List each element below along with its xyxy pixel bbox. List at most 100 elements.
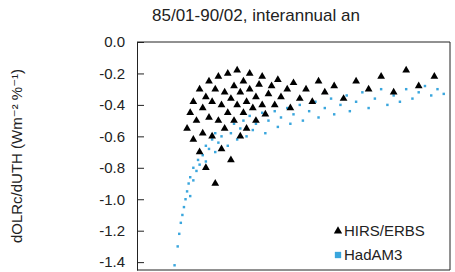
series-points xyxy=(183,66,438,186)
scatter-point xyxy=(289,123,291,125)
scatter-point xyxy=(265,89,273,96)
scatter-point xyxy=(233,123,235,125)
scatter-point xyxy=(308,97,316,104)
legend-marker xyxy=(335,252,341,258)
scatter-point xyxy=(227,145,229,147)
scatter-point xyxy=(240,108,248,115)
chart-title: 85/01-90/02, interannual an xyxy=(152,6,360,25)
scatter-point xyxy=(252,116,260,123)
scatter-point xyxy=(252,93,260,100)
scatter-point xyxy=(224,108,232,115)
scatter-point xyxy=(380,88,382,90)
y-tick-mark xyxy=(137,105,144,106)
scatter-point xyxy=(339,104,341,106)
y-tick-label: -1.4 xyxy=(99,253,125,270)
scatter-point xyxy=(261,110,269,117)
scatter-point xyxy=(330,82,338,89)
scatter-point xyxy=(178,233,180,235)
y-axis-title: dOLRc/dUTH (Wm⁻² %⁻¹) xyxy=(8,69,25,243)
scatter-point xyxy=(273,110,275,112)
y-tick-label: -0.4 xyxy=(99,96,125,113)
scatter-point xyxy=(205,160,207,162)
scatter-point xyxy=(402,66,410,73)
scatter-point xyxy=(424,85,426,87)
scatter-point xyxy=(333,113,335,115)
scatter-point xyxy=(249,104,257,111)
y-tick-mark xyxy=(137,73,144,74)
scatter-point xyxy=(202,163,210,170)
scatter-point xyxy=(374,97,376,99)
scatter-point xyxy=(224,69,232,76)
scatter-point xyxy=(290,78,298,85)
scatter-point xyxy=(189,176,191,178)
scatter-point xyxy=(220,135,222,137)
y-tick-mark xyxy=(137,231,144,232)
series-points xyxy=(173,85,445,267)
scatter-point xyxy=(386,104,388,106)
scatter-point xyxy=(255,123,257,125)
scatter-point xyxy=(405,88,407,90)
scatter-point xyxy=(302,119,304,121)
x-axis-line xyxy=(137,270,450,271)
y-tick: -0.4 xyxy=(99,96,144,113)
y-tick-label: 0.0 xyxy=(104,33,125,50)
scatter-point xyxy=(208,97,216,104)
y-tick: -1.4 xyxy=(99,253,144,270)
chart-container: 85/01-90/02, interannual an dOLRc/dUTH (W… xyxy=(0,0,455,272)
y-tick-mark xyxy=(137,199,144,200)
scatter-point xyxy=(195,170,197,172)
legend-label: HadAM3 xyxy=(344,246,402,263)
scatter-point xyxy=(218,100,226,107)
scatter-point xyxy=(180,222,182,224)
scatter-point xyxy=(205,145,207,147)
scatter-point xyxy=(417,91,419,93)
scatter-point xyxy=(192,167,194,169)
scatter-point xyxy=(340,94,348,101)
scatter-point xyxy=(230,132,232,134)
scatter-point xyxy=(415,82,423,89)
scatter-point xyxy=(205,77,213,84)
scatter-point xyxy=(302,85,310,92)
scatter-point xyxy=(296,94,304,101)
scatter-point xyxy=(202,154,204,156)
scatter-point xyxy=(248,115,250,117)
scatter-point xyxy=(186,108,194,115)
scatter-point xyxy=(214,151,216,153)
scatter-point xyxy=(239,127,241,129)
scatter-point xyxy=(189,97,197,104)
scatter-point xyxy=(367,107,369,109)
scatter-point xyxy=(264,132,266,134)
scatter-point xyxy=(197,159,199,161)
scatter-point xyxy=(430,72,438,79)
y-tick-label: -1.0 xyxy=(99,191,125,208)
scatter-point xyxy=(233,100,241,107)
legend-label: HIRS/ERBS xyxy=(344,222,425,239)
scatter-point xyxy=(255,80,263,87)
y-axis: 0.0-0.2-0.4-0.6-0.8-1.0-1.2-1.4 xyxy=(99,33,144,270)
scatter-point xyxy=(317,116,319,118)
scatter-point xyxy=(183,124,191,131)
scatter-point xyxy=(181,214,183,216)
scatter-point xyxy=(186,190,188,192)
scatter-point xyxy=(271,100,279,107)
scatter-point xyxy=(258,100,266,107)
scatter-point xyxy=(292,113,294,115)
scatter-point xyxy=(173,264,175,266)
scatter-point xyxy=(324,107,326,109)
scatter-point xyxy=(390,88,398,95)
frame-top xyxy=(137,42,450,43)
scatter-point xyxy=(261,112,263,114)
scatter-point xyxy=(246,85,254,92)
scatter-point xyxy=(218,144,226,151)
scatter-point xyxy=(355,101,357,103)
y-tick-label: -0.8 xyxy=(99,159,125,176)
scatter-point xyxy=(196,148,204,155)
scatter-point xyxy=(221,124,229,131)
scatter-point xyxy=(217,141,219,143)
scatter-point xyxy=(196,85,204,92)
y-tick-mark xyxy=(137,262,144,263)
frame-right xyxy=(450,42,451,270)
scatter-point xyxy=(199,129,207,136)
scatter-point xyxy=(230,82,238,89)
scatter-point xyxy=(315,77,323,84)
